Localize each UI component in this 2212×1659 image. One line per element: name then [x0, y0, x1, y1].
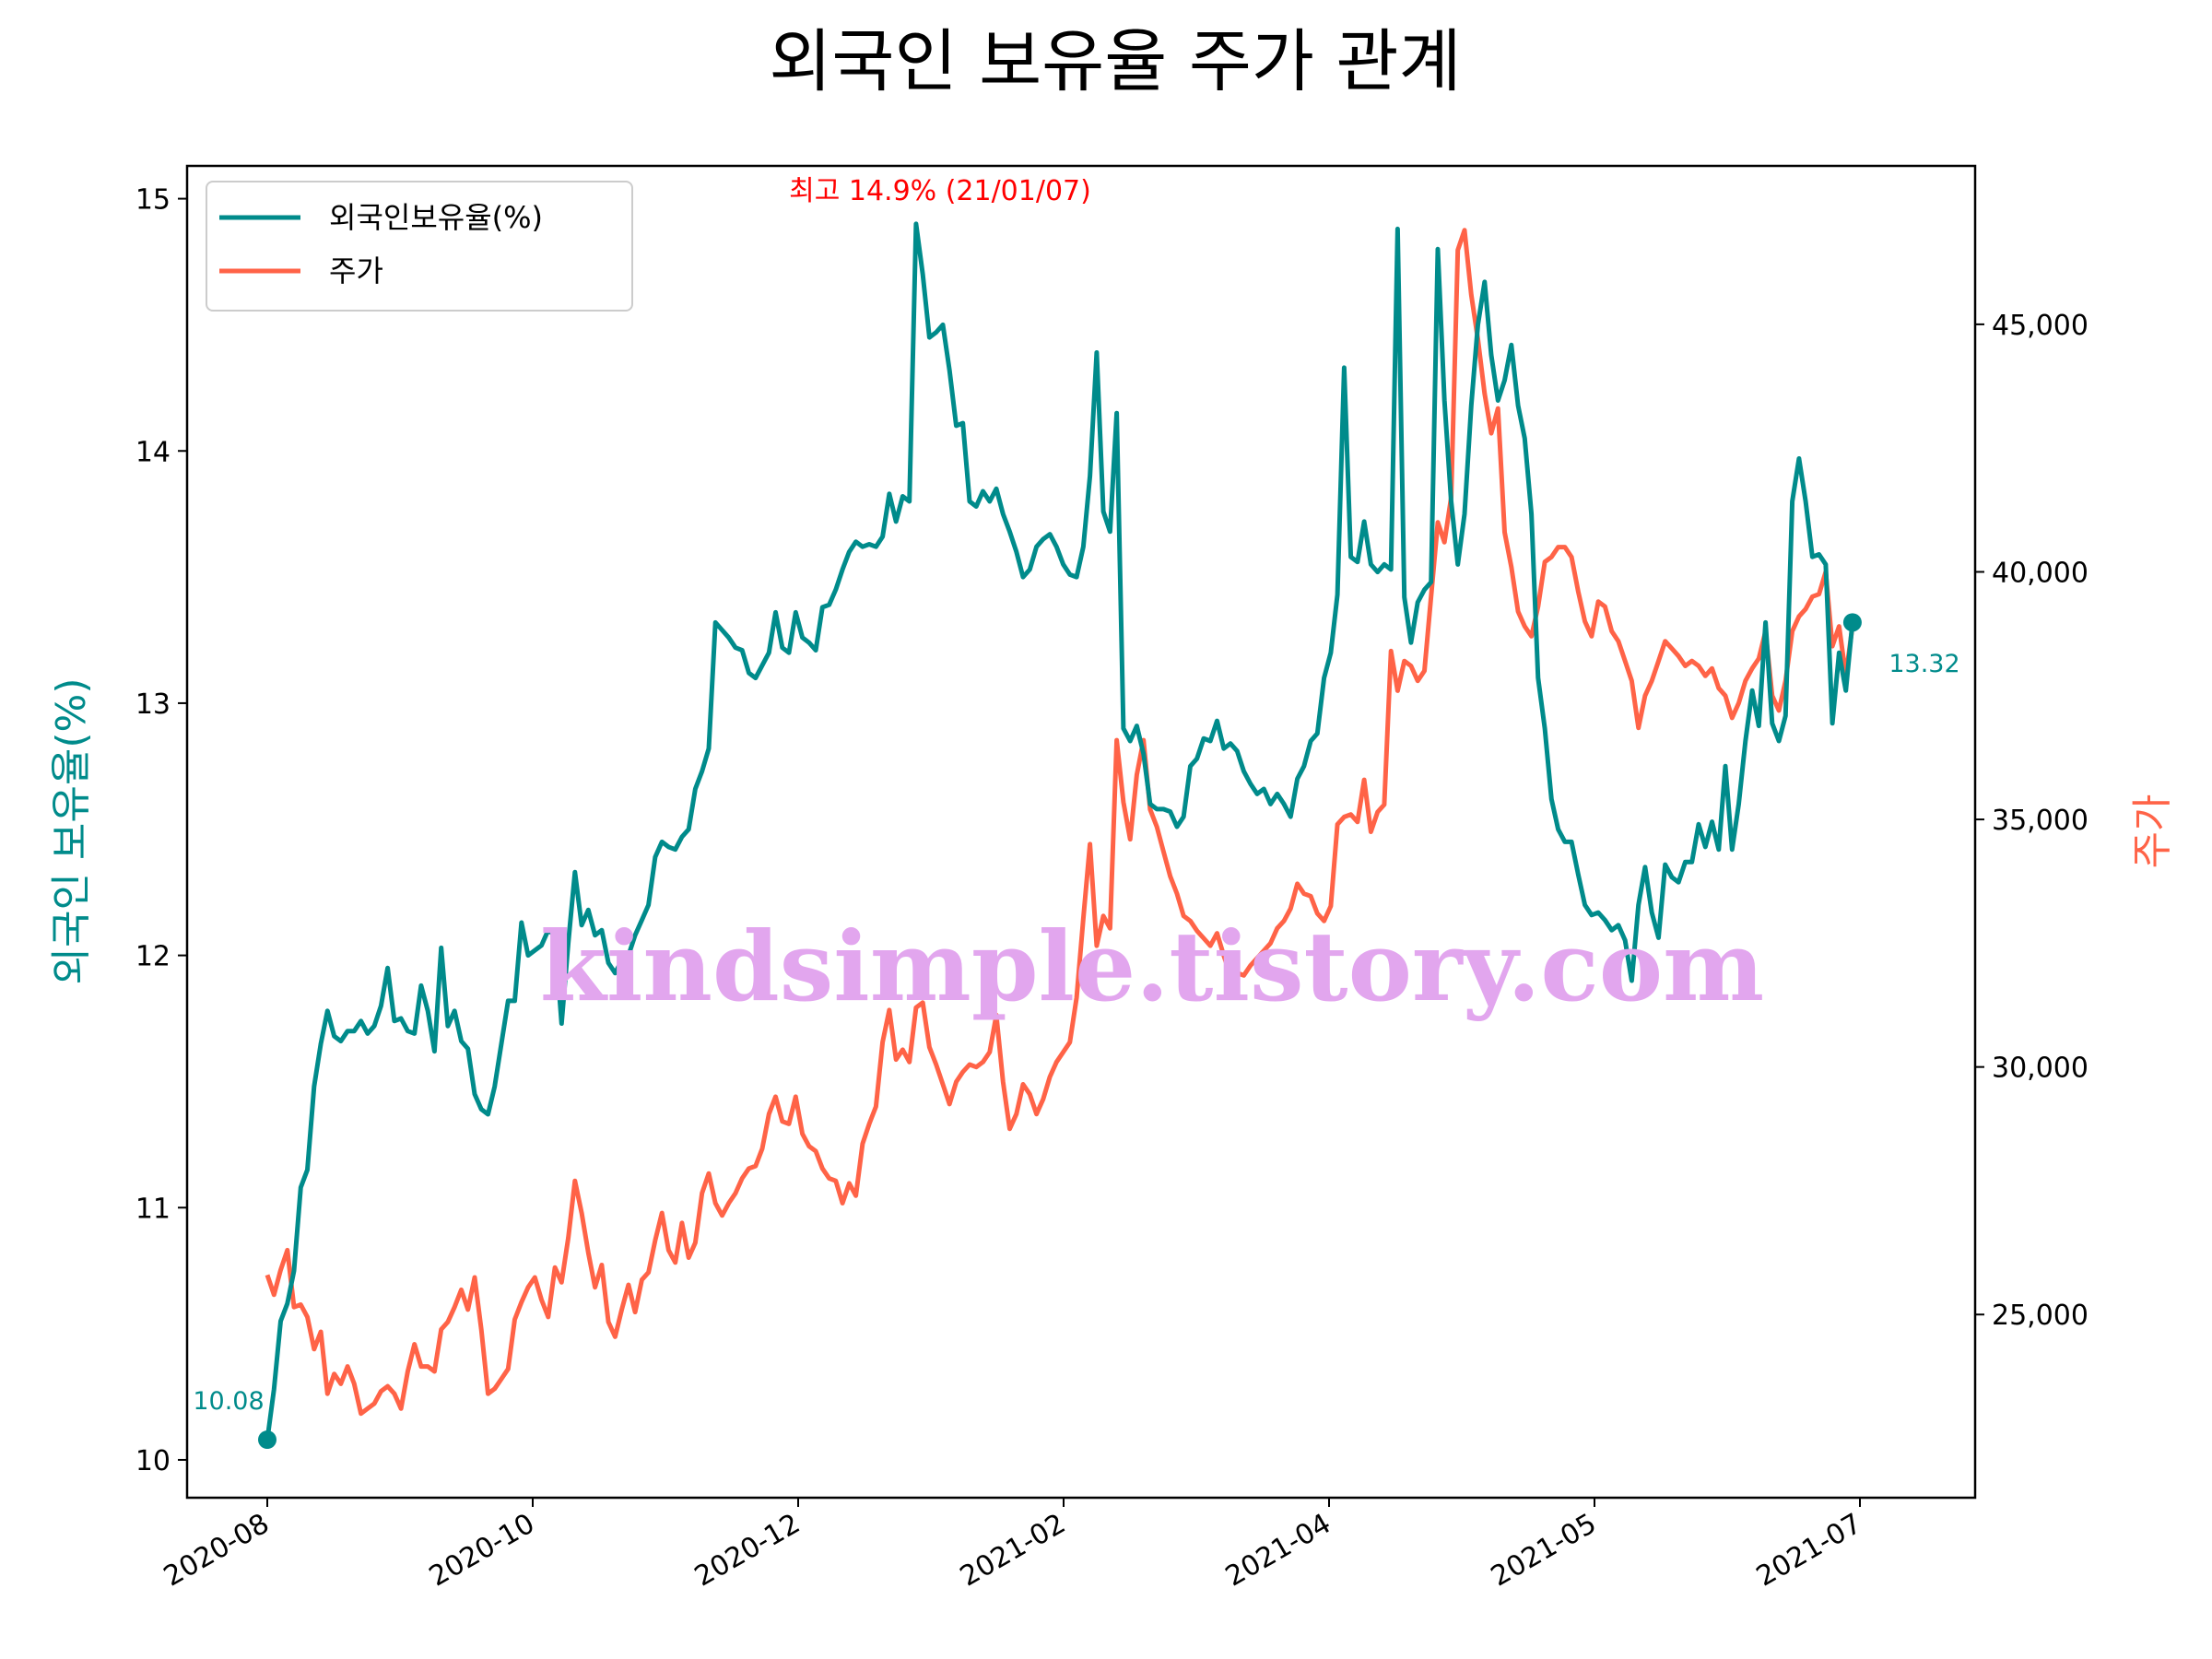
legend-label-ratio: 외국인보유율(%): [329, 200, 543, 235]
y-tick-left-label: 10: [135, 1445, 171, 1477]
start-value-label: 10.08: [193, 1387, 264, 1416]
legend: 외국인보유율(%) 주가: [206, 181, 633, 312]
chart-title: 외국인 보유율 주가 관계: [769, 22, 1461, 101]
y-axis-right-label: 주가: [2129, 794, 2176, 869]
price-line: [265, 228, 1855, 1417]
y-tick-right-label: 40,000: [1992, 557, 2088, 589]
watermark: kindsimple.tistory.com: [540, 910, 1764, 1023]
y-axis-left-label: 외국인 보유율(%): [48, 677, 95, 984]
y-tick-right-label: 30,000: [1992, 1053, 2088, 1085]
ratio-end-marker: [1842, 613, 1862, 632]
price-series: [265, 228, 1855, 1417]
y-tick-right-label: 25,000: [1992, 1300, 2088, 1332]
max-annotation: 최고 14.9% (21/01/07): [789, 175, 1091, 207]
y-tick-left-label: 15: [135, 184, 171, 217]
y-tick-right-label: 35,000: [1992, 805, 2088, 837]
legend-label-price: 주가: [329, 253, 383, 288]
y-tick-left-label: 13: [135, 688, 171, 721]
legend-box: [206, 181, 633, 312]
ratio-line: [265, 221, 1855, 1441]
end-value-label: 13.32: [1888, 650, 1959, 678]
y-tick-right-label: 45,000: [1992, 310, 2088, 342]
plot-frame: [185, 164, 1977, 1500]
y-tick-left-label: 11: [135, 1193, 171, 1225]
y-tick-left-label: 14: [135, 436, 171, 468]
ratio-start-marker: [258, 1430, 276, 1450]
ratio-series: [258, 221, 1862, 1450]
y-tick-left-label: 12: [135, 941, 171, 973]
